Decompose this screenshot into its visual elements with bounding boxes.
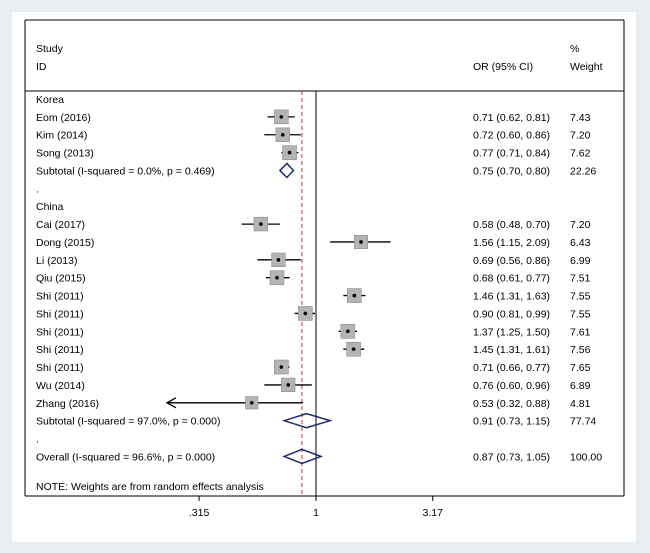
subtotal-label: Subtotal (I-squared = 97.0%, p = 0.000) (36, 416, 220, 428)
study-label: Song (2013) (36, 148, 94, 160)
point-estimate (276, 258, 281, 262)
or-ci-value: 0.72 (0.60, 0.86) (473, 130, 550, 142)
forest-plot-panel: Study ID OR (95% CI) % Weight NOTE: Weig… (12, 12, 636, 542)
header-weight: Weight (570, 61, 603, 73)
dot-label: . (36, 183, 39, 195)
point-estimate (249, 400, 254, 405)
weight-value: 7.56 (570, 344, 591, 356)
forest-plot-svg: Study ID OR (95% CI) % Weight NOTE: Weig… (24, 19, 625, 519)
study-label: Wu (2014) (36, 380, 85, 392)
or-ci-value: 0.53 (0.32, 0.88) (473, 398, 550, 410)
or-ci-value: 1.37 (1.25, 1.50) (473, 326, 550, 338)
overall-label: Overall (I-squared = 96.6%, p = 0.000) (36, 451, 215, 463)
plot-layer: .315 1 3.17 Korea Eom (2016) 0.71 (0.62, 0.81… (24, 19, 625, 519)
point-estimate (351, 347, 356, 351)
weight-value: 7.62 (570, 148, 591, 160)
point-estimate (286, 383, 291, 387)
weight-value: 7.65 (570, 362, 591, 374)
or-ci-value: 0.91 (0.73, 1.15) (473, 416, 550, 428)
study-label: Qiu (2015) (36, 273, 86, 285)
study-label: Zhang (2016) (36, 398, 99, 410)
footer-note: NOTE: Weights are from random effects an… (36, 481, 264, 493)
overall-diamond (282, 448, 324, 465)
point-estimate (346, 329, 350, 334)
or-ci-value: 1.45 (1.31, 1.61) (473, 344, 550, 356)
or-ci-value: 0.68 (0.61, 0.77) (473, 273, 550, 285)
study-label: Shi (2011) (36, 326, 84, 338)
subtotal-label: Subtotal (I-squared = 0.0%, p = 0.469) (36, 165, 215, 177)
point-estimate (352, 293, 357, 298)
study-label: Shi (2011) (36, 362, 84, 374)
weight-value: 7.20 (570, 130, 591, 142)
group-label: China (36, 201, 64, 213)
or-ci-value: 0.71 (0.66, 0.77) (473, 362, 550, 374)
or-ci-value: 0.87 (0.73, 1.05) (473, 451, 550, 463)
x-tick-label: 1 (313, 507, 319, 519)
or-ci-value: 1.56 (1.15, 2.09) (473, 237, 550, 249)
weight-value: 6.43 (570, 237, 591, 249)
weight-value: 77.74 (570, 416, 596, 428)
weight-value: 7.55 (570, 308, 591, 320)
weight-value: 6.99 (570, 255, 591, 267)
weight-value: 22.26 (570, 165, 596, 177)
point-estimate (259, 222, 263, 226)
weight-value: 4.81 (570, 398, 591, 410)
study-label: Shi (2011) (36, 344, 84, 356)
or-ci-value: 1.46 (1.31, 1.63) (473, 291, 550, 303)
point-estimate (279, 365, 284, 369)
header-or-ci: OR (95% CI) (473, 61, 533, 73)
study-label: Shi (2011) (36, 308, 84, 320)
or-ci-value: 0.75 (0.70, 0.80) (473, 165, 550, 177)
study-label: Eom (2016) (36, 112, 91, 124)
weight-value: 7.20 (570, 219, 591, 231)
subtotal-diamond (281, 412, 333, 429)
point-estimate (279, 115, 284, 119)
or-ci-value: 0.90 (0.81, 0.99) (473, 308, 550, 320)
point-estimate (287, 150, 292, 155)
x-tick-label: 3.17 (423, 507, 444, 519)
ci-arrow-left (165, 397, 177, 409)
x-tick-label: .315 (189, 507, 210, 519)
dot-label: . (36, 434, 39, 446)
weight-value: 7.43 (570, 112, 591, 124)
weight-value: 6.89 (570, 380, 591, 392)
point-estimate (303, 311, 308, 316)
header-percent: % (570, 43, 579, 55)
subtotal-diamond (278, 162, 295, 179)
weight-value: 100.00 (570, 451, 602, 463)
study-label: Shi (2011) (36, 291, 84, 303)
or-ci-value: 0.76 (0.60, 0.96) (473, 380, 550, 392)
weight-value: 7.55 (570, 291, 591, 303)
or-ci-value: 0.69 (0.56, 0.86) (473, 255, 550, 267)
study-label: Dong (2015) (36, 237, 94, 249)
study-label: Li (2013) (36, 255, 77, 267)
or-ci-value: 0.71 (0.62, 0.81) (473, 112, 550, 124)
group-label: Korea (36, 94, 64, 106)
study-label: Cai (2017) (36, 219, 85, 231)
point-estimate (280, 132, 285, 137)
or-ci-value: 0.77 (0.71, 0.84) (473, 148, 550, 160)
header-study: Study (36, 43, 64, 55)
point-estimate (275, 275, 279, 280)
study-label: Kim (2014) (36, 130, 87, 142)
point-estimate (359, 240, 363, 244)
weight-value: 7.51 (570, 273, 591, 285)
header-id: ID (36, 61, 47, 73)
or-ci-value: 0.58 (0.48, 0.70) (473, 219, 550, 231)
weight-value: 7.61 (570, 326, 591, 338)
